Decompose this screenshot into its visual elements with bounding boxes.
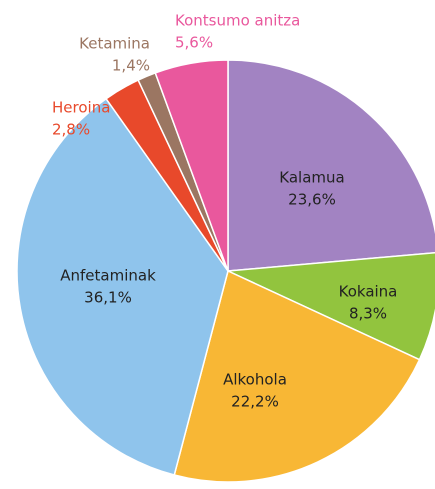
slice-label: Ketamina xyxy=(79,35,150,53)
slice-value-label: 5,6% xyxy=(175,34,213,52)
slice-label: Kontsumo anitza xyxy=(175,12,300,30)
slice-label: Kokaina xyxy=(339,283,398,301)
slice-value-label: 36,1% xyxy=(84,289,132,307)
slice-value-label: 8,3% xyxy=(349,305,387,323)
pie-slice xyxy=(154,59,229,272)
slice-value-label: 23,6% xyxy=(288,191,336,209)
slice-label: Anfetaminak xyxy=(60,267,156,285)
pie-slice xyxy=(173,269,421,483)
slice-value-label: 22,2% xyxy=(231,393,279,411)
slice-value-label: 2,8% xyxy=(52,121,90,139)
slice-label: Heroina xyxy=(52,99,110,117)
slice-label: Alkohola xyxy=(223,371,287,389)
pie-slice xyxy=(227,59,435,272)
slice-value-label: 1,4% xyxy=(112,57,150,75)
pie-slice xyxy=(16,97,229,476)
pie-slice xyxy=(225,251,435,361)
slice-label: Kalamua xyxy=(279,169,344,187)
